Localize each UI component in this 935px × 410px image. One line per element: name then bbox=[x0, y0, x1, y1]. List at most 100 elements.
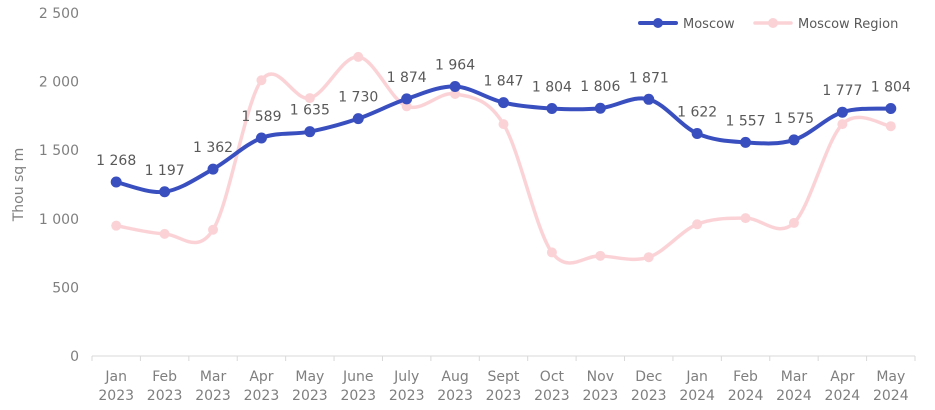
x-tick-label: June bbox=[342, 369, 374, 385]
axes: 0 500 1 000 1 500 2 000 2 500 Thou sq m Jan 2023… bbox=[11, 6, 916, 404]
x-tick-label: Apr bbox=[249, 369, 273, 385]
moscow-data-label: 1 622 bbox=[677, 104, 717, 120]
x-tick-label: Aug bbox=[441, 369, 468, 385]
moscow-region-point bbox=[208, 224, 219, 235]
moscow-data-label: 1 197 bbox=[145, 163, 185, 179]
moscow-data-label: 1 730 bbox=[338, 90, 378, 106]
moscow-data-label: 1 847 bbox=[483, 74, 523, 90]
moscow-data-label: 1 268 bbox=[96, 153, 136, 169]
x-tick-label: 2023 bbox=[389, 388, 425, 404]
x-tick-label: 2023 bbox=[244, 388, 280, 404]
legend-moscow-region-marker bbox=[768, 18, 778, 28]
moscow-point bbox=[546, 102, 558, 114]
moscow-region-point bbox=[885, 121, 896, 132]
x-tick-label: 2024 bbox=[728, 388, 764, 404]
moscow-region-point bbox=[401, 101, 412, 112]
moscow-point bbox=[498, 97, 509, 109]
moscow-point bbox=[788, 134, 800, 146]
moscow-point bbox=[304, 126, 316, 138]
moscow-data-label: 1 806 bbox=[580, 79, 620, 95]
moscow-point bbox=[594, 102, 606, 114]
y-axis-title: Thou sq m bbox=[11, 148, 27, 223]
moscow-region-point bbox=[546, 247, 557, 258]
y-tick-label: 1 500 bbox=[39, 143, 79, 159]
y-tick-label: 2 000 bbox=[39, 75, 79, 91]
moscow-region-point bbox=[159, 228, 170, 239]
moscow-point bbox=[255, 132, 267, 144]
moscow-data-label: 1 874 bbox=[387, 70, 427, 86]
data-labels: 1 268 1 197 1 362 1 589 1 635 1 730 1 874 1 964… bbox=[96, 58, 911, 179]
moscow-data-label: 1 964 bbox=[435, 58, 475, 74]
moscow-point bbox=[401, 93, 413, 105]
moscow-region-point bbox=[450, 88, 461, 99]
moscow-region-point bbox=[837, 119, 848, 130]
x-tick-label: 2023 bbox=[583, 388, 619, 404]
moscow-point bbox=[159, 186, 171, 198]
x-tick-label: 2023 bbox=[195, 388, 231, 404]
moscow-region-point bbox=[692, 219, 703, 230]
moscow-point bbox=[691, 127, 703, 139]
moscow-point bbox=[885, 102, 897, 114]
moscow-point bbox=[110, 176, 122, 188]
x-tick-label: 2023 bbox=[292, 388, 328, 404]
series bbox=[110, 51, 897, 265]
x-tick-label: 2023 bbox=[486, 388, 522, 404]
x-tick-label: Oct bbox=[540, 369, 565, 385]
moscow-point bbox=[836, 106, 848, 118]
x-tick-label: 2023 bbox=[534, 388, 570, 404]
moscow-data-label: 1 635 bbox=[290, 103, 330, 119]
x-tick-label: 2023 bbox=[147, 388, 183, 404]
moscow-point bbox=[352, 113, 364, 125]
moscow-data-label: 1 804 bbox=[532, 79, 572, 95]
legend-moscow-label: Moscow bbox=[683, 17, 735, 32]
x-tick-label: Feb bbox=[733, 369, 758, 385]
x-tick-label: May bbox=[876, 369, 905, 385]
moscow-data-label: 1 575 bbox=[774, 111, 814, 127]
y-tick-label: 0 bbox=[70, 349, 79, 365]
moscow-region-point bbox=[304, 93, 315, 104]
moscow-region-point bbox=[740, 213, 751, 224]
moscow-region-point bbox=[111, 220, 122, 231]
moscow-region-point bbox=[788, 217, 799, 228]
legend: Moscow Moscow Region bbox=[638, 17, 898, 32]
y-tick-label: 500 bbox=[52, 280, 79, 296]
x-tick-label: 2024 bbox=[825, 388, 861, 404]
moscow-data-label: 1 362 bbox=[193, 140, 233, 156]
moscow-point bbox=[740, 136, 752, 148]
x-tick-label: July bbox=[393, 369, 419, 385]
moscow-region-point bbox=[256, 75, 267, 86]
x-tick-label: Apr bbox=[830, 369, 854, 385]
moscow-point bbox=[449, 81, 461, 93]
legend-moscow-region-label: Moscow Region bbox=[798, 17, 898, 32]
x-tick-label: 2023 bbox=[437, 388, 473, 404]
x-tick-label: Jan bbox=[685, 369, 708, 385]
moscow-point bbox=[643, 93, 655, 105]
moscow-data-label: 1 804 bbox=[871, 79, 911, 95]
legend-moscow-marker bbox=[653, 18, 663, 28]
x-tick-label: 2024 bbox=[873, 388, 909, 404]
moscow-data-label: 1 871 bbox=[629, 70, 669, 86]
x-tick-label: Dec bbox=[635, 369, 662, 385]
x-tick-label: Mar bbox=[200, 369, 227, 385]
y-tick-label: 2 500 bbox=[39, 6, 79, 22]
x-tick-label: 2023 bbox=[98, 388, 134, 404]
x-tick-label: 2024 bbox=[776, 388, 812, 404]
x-tick-label: Mar bbox=[781, 369, 808, 385]
moscow-data-label: 1 557 bbox=[726, 113, 766, 129]
moscow-region-point bbox=[595, 250, 606, 261]
x-tick-label: 2024 bbox=[679, 388, 715, 404]
x-tick-label: May bbox=[295, 369, 324, 385]
moscow-data-label: 1 777 bbox=[822, 83, 862, 99]
moscow-region-point bbox=[498, 119, 509, 130]
moscow-region-point bbox=[353, 51, 364, 62]
moscow-region-point bbox=[643, 252, 654, 263]
y-tick-label: 1 000 bbox=[39, 212, 79, 228]
x-tick-label: Feb bbox=[152, 369, 177, 385]
x-tick-label: Jan bbox=[104, 369, 127, 385]
x-tick-label: 2023 bbox=[340, 388, 376, 404]
moscow-data-label: 1 589 bbox=[241, 109, 281, 125]
x-tick-label: 2023 bbox=[631, 388, 667, 404]
x-tick-label: Nov bbox=[587, 369, 614, 385]
moscow-point bbox=[207, 163, 219, 175]
